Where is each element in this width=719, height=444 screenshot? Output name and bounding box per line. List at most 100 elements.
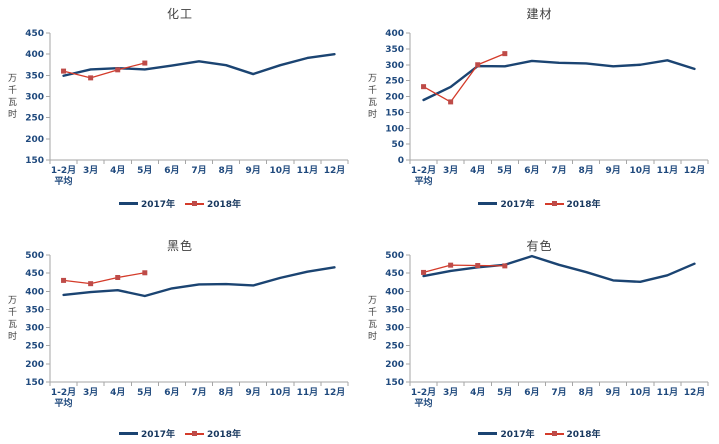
svg-text:3月: 3月 [443, 165, 458, 176]
svg-text:10月: 10月 [630, 165, 652, 176]
svg-text:0: 0 [398, 156, 404, 166]
legend-item-2018: 2018年 [544, 427, 601, 440]
svg-text:1-2月平均: 1-2月平均 [411, 387, 436, 409]
svg-text:150: 150 [25, 378, 44, 388]
legend-item-2017: 2017年 [478, 197, 535, 210]
svg-text:11月: 11月 [297, 165, 319, 176]
svg-text:8月: 8月 [218, 165, 233, 176]
svg-text:1-2月平均: 1-2月平均 [51, 165, 76, 187]
chart-cell-heise[interactable]: 黑色 万千瓦时 150 200 250 300 350 400 450 500 1-2月平均 3月… [0, 222, 360, 444]
legend-marker-2018 [551, 430, 557, 436]
svg-text:500: 500 [385, 251, 404, 261]
legend-line-2017-sample [478, 432, 498, 435]
svg-text:400: 400 [385, 29, 404, 39]
svg-text:200: 200 [25, 360, 44, 370]
plot-area: 150 200 250 300 350 400 450 1-2月平均 3月 4月 5月 6月 7月 8月 9… [25, 29, 349, 187]
svg-text:350: 350 [385, 45, 404, 55]
svg-text:4月: 4月 [110, 387, 125, 398]
chart-title: 建材 [526, 7, 553, 21]
legend-label-2018: 2018年 [566, 200, 601, 210]
svg-text:7月: 7月 [191, 165, 206, 176]
legend: 2017年 2018年 [0, 197, 360, 210]
legend-line-2017-sample [478, 202, 498, 205]
svg-text:4月: 4月 [470, 165, 485, 176]
svg-text:300: 300 [385, 61, 404, 71]
svg-text:150: 150 [385, 108, 404, 118]
svg-text:3月: 3月 [83, 165, 98, 176]
svg-text:200: 200 [385, 360, 404, 370]
legend-line-2018-sample [544, 200, 564, 206]
svg-text:3月: 3月 [83, 387, 98, 398]
chart-cell-jiancai[interactable]: 建材 万千瓦时 0 50 100 150 200 250 300 350 400 1-2月平均 3月… [360, 0, 719, 222]
svg-text:100: 100 [385, 124, 404, 134]
svg-text:10月: 10月 [630, 387, 652, 398]
legend-label-2018: 2018年 [566, 430, 601, 440]
svg-text:300: 300 [25, 324, 44, 334]
svg-text:400: 400 [385, 287, 404, 297]
legend-line-2018-sample [185, 430, 204, 436]
svg-text:4月: 4月 [110, 165, 125, 176]
svg-text:6月: 6月 [164, 387, 179, 398]
svg-text:7月: 7月 [191, 387, 206, 398]
svg-text:9月: 9月 [246, 165, 261, 176]
svg-text:300: 300 [385, 324, 404, 334]
svg-text:400: 400 [25, 287, 44, 297]
plot-area: 150 200 250 300 350 400 450 500 1-2月平均 3月 4月 5月 6月 7月… [25, 251, 349, 409]
legend-item-2017: 2017年 [118, 427, 175, 440]
chart-title: 黑色 [166, 239, 193, 253]
svg-text:450: 450 [25, 29, 44, 39]
legend-label-2017: 2017年 [500, 430, 535, 440]
legend-label-2018: 2018年 [207, 430, 242, 440]
legend-line-2017-sample [118, 432, 138, 435]
legend-item-2018: 2018年 [185, 197, 241, 210]
legend-item-2017: 2017年 [118, 197, 175, 210]
svg-text:7月: 7月 [551, 387, 566, 398]
svg-text:12月: 12月 [324, 165, 346, 176]
chart-cell-huagong[interactable]: 化工 万千瓦时 150 200 250 300 350 400 450 1-2月平均 3月 4月 5… [0, 0, 360, 222]
svg-text:300: 300 [25, 93, 44, 103]
legend: 2017年 2018年 [360, 427, 719, 440]
svg-text:6月: 6月 [164, 165, 179, 176]
svg-text:350: 350 [385, 305, 404, 315]
legend-line-2018-sample [185, 200, 204, 206]
chart-title: 有色 [526, 239, 553, 253]
svg-text:7月: 7月 [551, 165, 566, 176]
svg-text:8月: 8月 [578, 387, 593, 398]
y-axis-title: 万千瓦时 [6, 294, 16, 343]
svg-text:400: 400 [25, 50, 44, 60]
svg-text:12月: 12月 [684, 165, 706, 176]
plot-area: 0 50 100 150 200 250 300 350 400 1-2月平均 3月 4月 5月 6月 7月… [385, 29, 709, 187]
svg-text:11月: 11月 [657, 165, 679, 176]
svg-text:9月: 9月 [606, 165, 621, 176]
legend-marker-2018 [192, 200, 197, 206]
y-axis-title: 万千瓦时 [366, 294, 376, 343]
svg-text:11月: 11月 [297, 387, 319, 398]
svg-text:5月: 5月 [497, 165, 512, 176]
svg-text:500: 500 [25, 251, 44, 261]
svg-text:350: 350 [25, 71, 44, 81]
legend: 2017年 2018年 [0, 427, 360, 440]
svg-text:350: 350 [25, 305, 44, 315]
svg-text:50: 50 [391, 140, 404, 150]
svg-text:9月: 9月 [606, 387, 621, 398]
svg-text:12月: 12月 [324, 387, 346, 398]
legend-label-2017: 2017年 [140, 430, 175, 440]
legend-label-2017: 2017年 [140, 200, 175, 210]
chart-title: 化工 [166, 7, 193, 21]
svg-text:150: 150 [25, 156, 44, 166]
plot-area: 150 200 250 300 350 400 450 500 1-2月平均 3月 4月 5月 6月 7月… [385, 251, 709, 409]
legend-item-2018: 2018年 [185, 427, 241, 440]
svg-text:450: 450 [25, 269, 44, 279]
svg-text:6月: 6月 [524, 387, 539, 398]
svg-text:8月: 8月 [218, 387, 233, 398]
chart-cell-youse[interactable]: 有色 万千瓦时 150 200 250 300 350 400 450 500 1-2月平均 3月… [360, 222, 719, 444]
svg-text:10月: 10月 [270, 165, 292, 176]
svg-text:5月: 5月 [137, 387, 152, 398]
svg-text:250: 250 [385, 342, 404, 352]
svg-text:6月: 6月 [524, 165, 539, 176]
svg-text:5月: 5月 [497, 387, 512, 398]
svg-text:450: 450 [385, 269, 404, 279]
svg-text:9月: 9月 [246, 387, 261, 398]
svg-text:5月: 5月 [137, 165, 152, 176]
